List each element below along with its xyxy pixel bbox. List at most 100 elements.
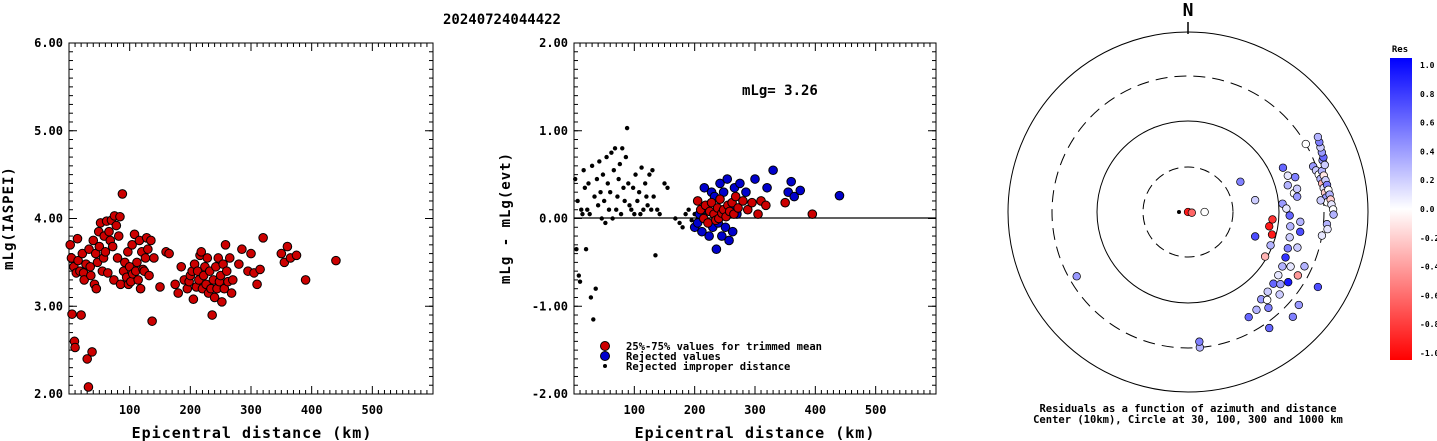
data-point [88,235,99,246]
rejected-point [762,182,772,193]
data-point [109,275,119,285]
colorbar-title: Res [1392,45,1408,55]
improper-distance-point [581,168,586,173]
rejected-point [789,191,800,202]
improper-distance-point [630,185,636,190]
station-residual-point [1286,262,1295,271]
trimmed-point [742,204,753,215]
legend-marker-rejected [600,351,610,361]
y-tick-label: 5.00 [34,124,63,138]
data-point [221,266,232,276]
station-residual-point [1269,279,1278,288]
rejected-point [727,226,738,237]
data-point [113,231,124,241]
station-residual-point [1267,230,1277,239]
data-point [140,253,151,263]
station-residual-point [1275,290,1284,299]
improper-distance-point [573,176,578,182]
station-residual-point [1244,312,1253,322]
improper-distance-point [689,218,694,223]
rejected-point [717,231,727,241]
improper-distance-point [580,211,585,217]
colorbar-tick-label: 0.0 [1420,205,1435,214]
legend-label-rejected: Rejected values [626,351,721,363]
improper-distance-point [673,216,678,221]
improper-distance-point [585,207,590,212]
x-tick-label: 300 [240,403,262,417]
x-tick-label: 200 [179,403,201,417]
improper-distance-point [639,165,644,170]
improper-distance-point [627,203,632,208]
trimmed-point [807,209,818,219]
improper-distance-point [608,189,613,195]
improper-distance-point [650,168,655,173]
y-tick-label: 2.00 [539,36,568,50]
improper-distance-point [587,211,592,217]
station-residual-point [1072,272,1081,281]
station-residual-point [1265,323,1274,333]
data-point [135,283,146,294]
data-point [170,279,180,290]
improper-distance-point [582,185,588,190]
trimmed-point [780,197,790,208]
y-axis-label: mLg - mLg(evt) [498,152,514,284]
improper-distance-point [576,273,582,278]
y-tick-label: -2.00 [532,387,568,401]
y-tick-label: 6.00 [34,36,63,50]
rejected-point [697,226,707,237]
colorbar: Res 1.0 0.8 0.6 0.4 0.2 0.0 -0.2 -0.4 -0.6 -0.8 -1… [1390,45,1437,360]
improper-distance-point [605,181,610,186]
trimmed-point [738,196,748,206]
data-point [91,283,102,294]
station-residual-point [1283,171,1292,180]
x-axis-label: Epicentral distance (km) [132,424,373,441]
improper-distance-point [600,172,606,177]
data-point [164,248,174,259]
map-caption-line1: Residuals as a function of azimuth and d… [1039,403,1336,415]
improper-distance-point [575,198,580,204]
improper-distance-point [614,207,619,212]
y-axis-label: mLg(IASPEI) [1,166,17,270]
station-residual-point [1251,232,1260,241]
data-point [207,310,217,320]
data-point [217,297,227,307]
rejected-point [704,231,714,241]
station-residual-point [1278,163,1288,172]
trimmed-point [730,191,741,202]
data-point [133,275,143,285]
improper-distance-point [651,194,656,199]
magnitude-plot: 100 200 300 400 500 2.00 3.00 4.00 5.00 6.00 Epic… [1,36,434,441]
data-point [129,229,140,240]
data-point [176,261,187,272]
improper-distance-point [653,253,658,258]
data-point [86,270,96,281]
station-residual-point [1320,160,1329,170]
data-point [79,275,89,285]
improper-distance-point [680,225,685,230]
improper-distance-point [593,286,598,291]
station-residual-point [1283,244,1292,253]
improper-distance-point [618,211,624,217]
station-residual-point [1286,222,1295,231]
data-point [188,294,199,305]
data-point [220,240,231,250]
colorbar-tick-label: 0.2 [1420,176,1435,185]
x-axis-label: Epicentral distance (km) [635,424,876,441]
data-point [246,248,256,259]
station-residual-point [1316,196,1325,205]
legend-marker-improper [603,364,607,368]
station-residual-point [1276,280,1285,289]
data-point [147,316,157,326]
station-residual-point [1293,271,1303,280]
legend: 25%-75% values for trimmed mean Rejected… [600,341,822,373]
improper-distance-point [592,194,597,199]
y-tick-label: 2.00 [34,387,63,401]
improper-distance-point [645,203,650,208]
colorbar-tick-label: -0.4 [1420,263,1437,272]
data-point [213,253,224,263]
rejected-point [724,235,734,246]
x-tick-label: 200 [684,403,706,417]
improper-distance-point [633,172,638,177]
improper-distance-point [629,207,634,212]
station-residual-point [1263,287,1272,296]
